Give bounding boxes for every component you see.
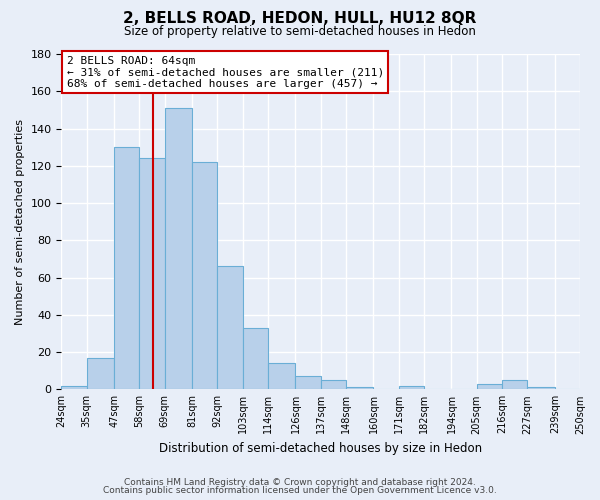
- Text: Contains HM Land Registry data © Crown copyright and database right 2024.: Contains HM Land Registry data © Crown c…: [124, 478, 476, 487]
- Bar: [321, 380, 346, 390]
- Bar: [268, 363, 295, 390]
- Text: 2, BELLS ROAD, HEDON, HULL, HU12 8QR: 2, BELLS ROAD, HEDON, HULL, HU12 8QR: [124, 11, 476, 26]
- Bar: [217, 266, 242, 390]
- Bar: [527, 388, 555, 390]
- Bar: [86, 358, 114, 390]
- Bar: [502, 380, 527, 390]
- Bar: [399, 386, 424, 390]
- Bar: [346, 388, 373, 390]
- Bar: [61, 386, 86, 390]
- Text: 2 BELLS ROAD: 64sqm
← 31% of semi-detached houses are smaller (211)
68% of semi-: 2 BELLS ROAD: 64sqm ← 31% of semi-detach…: [67, 56, 384, 89]
- Bar: [164, 108, 192, 390]
- Bar: [477, 384, 502, 390]
- Bar: [242, 328, 268, 390]
- Bar: [139, 158, 164, 390]
- Bar: [295, 376, 321, 390]
- Y-axis label: Number of semi-detached properties: Number of semi-detached properties: [15, 118, 25, 324]
- Text: Size of property relative to semi-detached houses in Hedon: Size of property relative to semi-detach…: [124, 25, 476, 38]
- X-axis label: Distribution of semi-detached houses by size in Hedon: Distribution of semi-detached houses by …: [159, 442, 482, 455]
- Text: Contains public sector information licensed under the Open Government Licence v3: Contains public sector information licen…: [103, 486, 497, 495]
- Bar: [114, 147, 139, 390]
- Bar: [192, 162, 217, 390]
